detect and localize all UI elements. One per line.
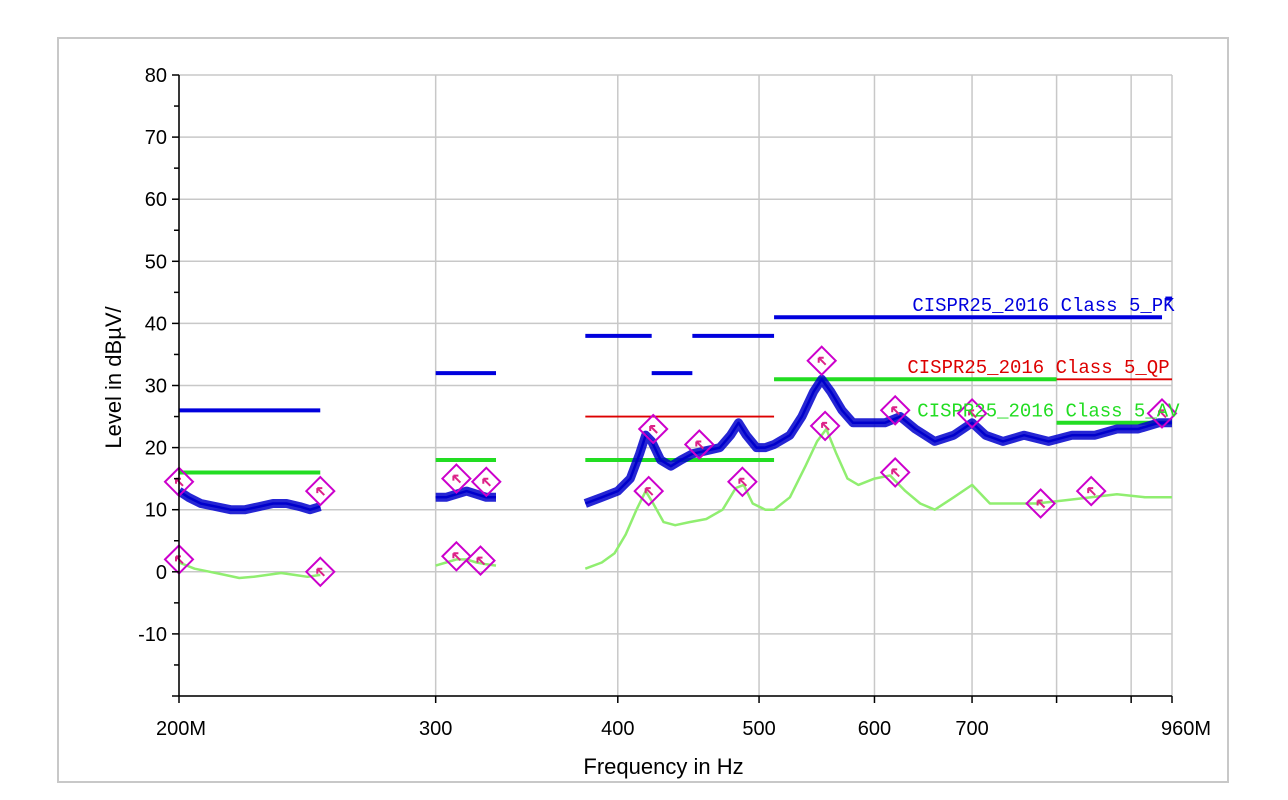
y-tick-label: 80 — [145, 65, 167, 87]
measurement-marker — [806, 345, 838, 377]
marker-arrow — [821, 421, 830, 431]
measurement-marker — [1075, 475, 1107, 507]
measurement-marker — [304, 475, 336, 507]
marker-diamond — [1075, 475, 1107, 507]
marker-arrow — [316, 567, 326, 577]
marker-diamond — [304, 556, 336, 588]
marker-diamond — [465, 545, 496, 577]
x-tick-label: 500 — [742, 718, 775, 740]
marker-arrow — [1158, 409, 1167, 419]
marker-arrow — [482, 477, 492, 487]
traces — [176, 374, 1172, 580]
pk-trace-segment — [584, 378, 1172, 505]
marker-diamond — [683, 429, 715, 460]
av-trace-segment — [178, 561, 321, 580]
x-tick-label: 300 — [419, 718, 452, 740]
y-axis-label: Level in dBµV/ — [101, 305, 126, 448]
x-tick-label: 200M — [156, 718, 206, 740]
measurement-marker — [809, 410, 841, 442]
markers — [163, 345, 1178, 588]
y-tick-label: 70 — [145, 127, 167, 149]
marker-arrow — [968, 409, 977, 419]
marker-diamond — [304, 475, 336, 507]
marker-arrow — [1087, 487, 1096, 496]
marker-diamond — [470, 466, 502, 498]
limit-label: CISPR25_2016 Class 5_PK — [912, 295, 1175, 317]
measurement-marker — [304, 556, 336, 588]
marker-diamond — [633, 475, 665, 507]
y-tick-label: 0 — [156, 562, 167, 584]
marker-arrow — [452, 474, 462, 484]
y-tick-label: 50 — [145, 251, 167, 273]
x-tick-label: 600 — [858, 718, 891, 740]
y-tick-label: 20 — [145, 438, 167, 460]
marker-arrow — [891, 406, 900, 416]
av-trace-segment — [584, 427, 1172, 570]
measurement-marker — [879, 394, 911, 426]
marker-arrow — [891, 468, 900, 478]
marker-diamond — [637, 413, 669, 445]
marker-arrow — [649, 425, 658, 434]
x-tick-label: 700 — [955, 718, 988, 740]
limit-label: CISPR25_2016 Class 5_QP — [907, 357, 1169, 379]
measurement-marker — [683, 429, 715, 460]
marker-diamond — [956, 397, 988, 429]
marker-diamond — [879, 394, 911, 426]
measurement-marker — [956, 397, 988, 429]
pk-trace-segment — [178, 490, 321, 511]
marker-arrow — [817, 356, 827, 366]
marker-diamond — [1146, 397, 1178, 429]
axes: 80 70 60 50 40 30 20 10 0 -10 200M 300 400 500 600 700 9… — [138, 65, 1211, 740]
measurement-marker — [879, 456, 911, 488]
measurement-marker — [726, 466, 758, 498]
x-tick-label: 400 — [601, 718, 634, 740]
marker-diamond — [726, 466, 758, 498]
y-tick-label: -10 — [138, 624, 167, 646]
x-axis-label: Frequency in Hz — [583, 754, 743, 779]
marker-diamond — [440, 540, 472, 572]
pk-trace-segment — [435, 489, 496, 499]
x-tick-label: 960M — [1161, 718, 1211, 740]
measurement-marker — [440, 540, 472, 572]
marker-arrow — [476, 556, 486, 566]
marker-arrow — [1036, 499, 1046, 509]
limit-labels: CISPR25_2016 Class 5_PK CISPR25_2016 Clas… — [907, 295, 1180, 423]
marker-arrow — [738, 477, 748, 487]
marker-arrow — [644, 487, 654, 496]
marker-diamond — [809, 410, 841, 442]
grid — [178, 74, 1173, 697]
measurement-marker — [633, 475, 665, 507]
y-tick-label: 30 — [145, 376, 167, 398]
y-tick-label: 60 — [145, 189, 167, 211]
measurement-marker — [440, 463, 472, 495]
y-tick-label: 10 — [145, 500, 167, 522]
marker-diamond — [879, 456, 911, 488]
measurement-marker — [637, 413, 669, 445]
marker-arrow — [452, 552, 462, 562]
marker-arrow — [316, 487, 326, 496]
y-tick-label: 40 — [145, 313, 167, 335]
marker-diamond — [1025, 488, 1057, 519]
measurement-marker — [470, 466, 502, 498]
limit-label: CISPR25_2016 Class 5_AV — [917, 400, 1180, 422]
measurement-marker — [1146, 397, 1178, 429]
measurement-marker — [1025, 488, 1057, 519]
marker-arrow — [695, 440, 705, 450]
marker-diamond — [440, 463, 472, 495]
measurement-marker — [465, 545, 496, 577]
marker-diamond — [806, 345, 838, 377]
